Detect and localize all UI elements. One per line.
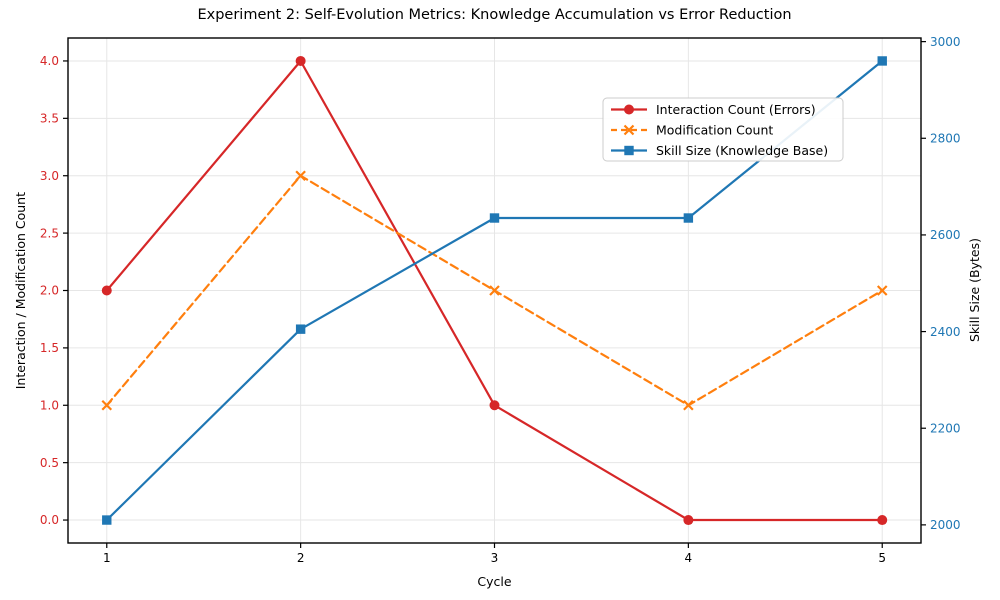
- chart-title: Experiment 2: Self-Evolution Metrics: Kn…: [197, 7, 792, 23]
- y-right-tick-label: 2200: [930, 421, 961, 435]
- legend-label-skill-size: Skill Size (Knowledge Base): [656, 143, 828, 158]
- y-right-tick-label: 2800: [930, 131, 961, 145]
- data-point-interaction-count: [683, 515, 694, 526]
- left-axis-label-wrap: Interaction / Modification Count: [8, 38, 32, 543]
- y-right-tick-label: 2600: [930, 228, 961, 242]
- data-point-interaction-count: [101, 285, 112, 296]
- legend-sample-marker-skill-size: [624, 145, 634, 156]
- x-tick-label: 1: [103, 551, 111, 565]
- data-point-skill-size: [102, 515, 112, 525]
- x-tick-label: 2: [297, 551, 305, 565]
- legend-label-modification-count: Modification Count: [656, 123, 773, 138]
- legend-sample-marker-modification-count: [623, 124, 635, 136]
- data-point-skill-size: [489, 213, 500, 223]
- data-point-modification-count: [876, 285, 888, 296]
- right-axis-label: Skill Size (Bytes): [966, 238, 982, 343]
- legend-sample-marker-interaction-count: [624, 104, 634, 115]
- data-point-modification-count: [295, 170, 306, 182]
- y-left-tick-label: 2.5: [40, 226, 59, 240]
- y-left-tick-label: 3.0: [40, 169, 59, 183]
- data-point-interaction-count: [877, 515, 888, 526]
- data-point-modification-count: [101, 399, 113, 411]
- left-axis-label: Interaction / Modification Count: [12, 191, 28, 390]
- y-right-tick-label: 3000: [930, 35, 961, 49]
- x-tick-label: 4: [685, 551, 693, 565]
- y-left-tick-label: 1.5: [40, 341, 59, 355]
- legend-label-interaction-count: Interaction Count (Errors): [656, 102, 816, 117]
- y-left-tick-label: 3.5: [40, 112, 59, 126]
- y-left-tick-label: 0.0: [40, 513, 59, 527]
- data-point-modification-count: [683, 399, 694, 411]
- data-point-skill-size: [683, 213, 694, 223]
- y-right-tick-label: 2400: [930, 325, 961, 339]
- y-left-tick-label: 0.5: [40, 456, 59, 470]
- y-left-tick-label: 2.0: [40, 284, 59, 298]
- legend-box: [602, 97, 844, 162]
- y-left-tick-label: 4.0: [40, 54, 59, 68]
- right-axis-label-wrap: Skill Size (Bytes): [962, 38, 986, 543]
- data-point-interaction-count: [295, 55, 306, 66]
- y-right-tick-label: 2000: [930, 518, 961, 532]
- x-tick-label: 5: [878, 551, 886, 565]
- data-point-modification-count: [489, 285, 500, 296]
- data-point-skill-size: [295, 324, 306, 334]
- x-axis-label: Cycle: [477, 574, 512, 589]
- data-point-interaction-count: [489, 400, 500, 411]
- x-tick-label: 3: [491, 551, 499, 565]
- y-left-tick-label: 1.0: [40, 398, 59, 412]
- data-point-skill-size: [877, 56, 887, 66]
